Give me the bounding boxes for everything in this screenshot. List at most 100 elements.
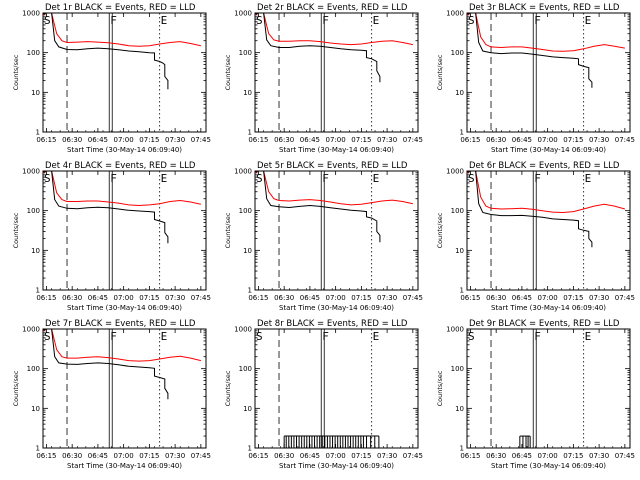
x-tick-label: 06:45 [512,452,532,460]
marker-label: F [534,330,541,343]
y-tick-label: 1 [460,445,464,453]
y-tick-label: 10 [31,247,40,255]
y-axis-label: Counts/sec [224,212,232,248]
x-tick-label: 06:30 [62,452,82,460]
plot-frame [466,328,631,449]
marker-label: E [161,14,168,27]
y-tick-label: 1000 [234,10,252,18]
x-tick-label: 07:45 [615,452,635,460]
marker-label: S [256,330,263,343]
panel-title: Det 6r BLACK = Events, RED = LLD [469,161,620,171]
y-tick-label: 1000 [446,10,464,18]
x-tick-label: 06:15 [248,294,268,302]
x-tick-label: 07:15 [351,452,371,460]
x-axis-label: Start Time (30-May-14 06:09:40) [491,462,606,470]
marker-label: S [468,172,475,185]
y-axis-label: Counts/sec [436,370,444,406]
y-tick-label: 1000 [234,168,252,176]
x-tick-label: 07:00 [326,136,346,144]
x-tick-label: 07:15 [351,136,371,144]
x-tick-label: 07:45 [191,452,211,460]
x-tick-label: 07:15 [139,136,159,144]
plot-frame [466,170,631,291]
x-tick-label: 06:45 [88,136,108,144]
y-tick-label: 10 [243,247,252,255]
x-tick-label: 06:45 [512,294,532,302]
series-group [519,435,531,448]
series-group [467,171,626,248]
marker-label: E [161,330,168,343]
plot-frame [42,170,207,291]
x-tick-label: 06:30 [486,294,506,302]
x-tick-label: 06:30 [62,136,82,144]
marker-label: E [373,172,380,185]
series-line-lld [43,329,202,362]
y-tick-label: 1000 [22,326,40,334]
y-tick-label: 100 [239,207,252,215]
marker-label: S [468,330,475,343]
series-line-events [255,171,381,243]
x-tick-label: 07:30 [589,452,609,460]
y-axis-label: Counts/sec [436,212,444,248]
y-tick-label: 1 [248,287,252,295]
marker-label: E [373,14,380,27]
x-tick-label: 07:00 [326,294,346,302]
panel-title: Det 5r BLACK = Events, RED = LLD [257,161,408,171]
y-tick-label: 1 [460,129,464,137]
x-tick-label: 07:15 [139,294,159,302]
x-tick-label: 06:15 [248,136,268,144]
x-tick-label: 07:30 [165,136,185,144]
panel-7: Det 7r BLACK = Events, RED = LLD 1 10 100 10… [12,319,211,470]
marker-label: S [468,14,475,27]
panel-title: Det 7r BLACK = Events, RED = LLD [45,319,196,329]
x-tick-label: 07:45 [191,294,211,302]
plot-frame [42,328,207,449]
panel-6: Det 6r BLACK = Events, RED = LLD 1 10 100 10… [436,161,635,312]
panel-title: Det 3r BLACK = Events, RED = LLD [469,3,620,13]
marker-label: F [110,330,117,343]
series-group [255,13,413,83]
y-tick-label: 1000 [446,168,464,176]
panel-8: Det 8r BLACK = Events, RED = LLD 1 10 100 10… [224,319,423,470]
y-tick-label: 1 [36,445,40,453]
y-tick-label: 10 [455,405,464,413]
x-tick-label: 06:15 [460,136,480,144]
x-tick-label: 07:30 [377,452,397,460]
x-axis-label: Start Time (30-May-14 06:09:40) [279,304,394,312]
y-tick-label: 10 [243,405,252,413]
series-line-events [255,13,381,83]
x-tick-label: 07:00 [538,294,558,302]
x-tick-label: 07:00 [538,136,558,144]
y-axis-label: Counts/sec [12,54,20,90]
plot-frame [42,12,207,133]
y-tick-label: 1000 [446,326,464,334]
x-tick-label: 07:30 [377,136,397,144]
panel-3: Det 3r BLACK = Events, RED = LLD 1 10 100 10… [436,3,635,154]
series-line-events [467,13,593,88]
marker-label: E [373,330,380,343]
series-line-events [43,171,169,244]
x-tick-label: 07:45 [403,294,423,302]
x-tick-label: 07:00 [114,294,134,302]
series-group [43,329,202,400]
series-group [255,171,414,243]
y-tick-label: 100 [239,49,252,57]
marker-label: F [322,330,329,343]
x-axis-label: Start Time (30-May-14 06:09:40) [491,304,606,312]
x-tick-label: 07:00 [114,136,134,144]
x-tick-label: 07:00 [114,452,134,460]
y-tick-label: 100 [451,365,464,373]
series-line-lld [467,13,625,52]
x-tick-label: 07:30 [165,294,185,302]
y-tick-label: 100 [27,365,40,373]
y-tick-label: 100 [27,49,40,57]
y-axis-label: Counts/sec [12,370,20,406]
y-tick-label: 10 [31,89,40,97]
x-tick-label: 06:30 [486,136,506,144]
series-line-events [43,329,169,400]
plot-frame [254,12,419,133]
x-tick-label: 06:45 [300,452,320,460]
x-tick-label: 06:45 [88,294,108,302]
marker-label: E [585,330,592,343]
x-tick-label: 06:45 [300,294,320,302]
